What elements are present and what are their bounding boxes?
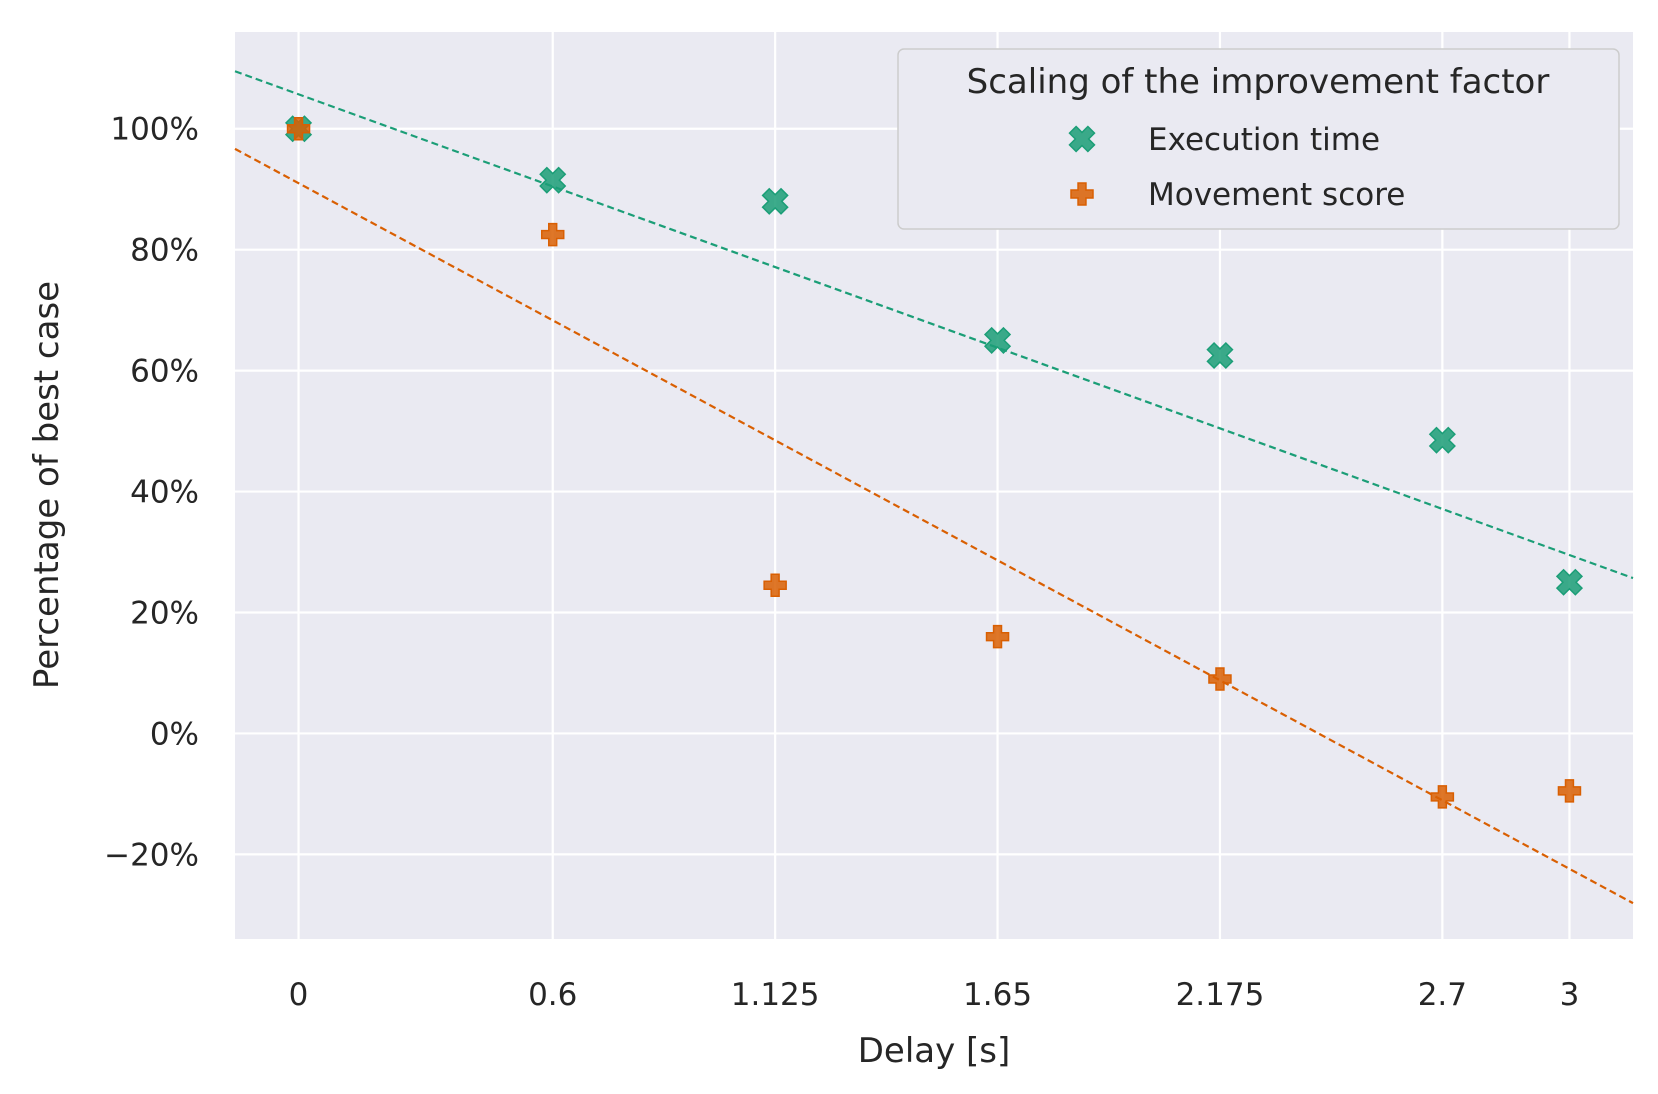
data-point — [1430, 785, 1455, 809]
y-tick-label: 0% — [150, 716, 199, 752]
y-tick-label: 40% — [130, 475, 199, 511]
data-points — [284, 115, 1584, 809]
x-tick-label: 0.6 — [528, 977, 577, 1013]
y-tick-label: 100% — [110, 112, 199, 148]
x-tick-label: 0 — [289, 977, 309, 1013]
x-tick-label: 2.175 — [1176, 977, 1265, 1013]
x-tick-label: 2.7 — [1418, 977, 1467, 1013]
legend: Scaling of the improvement factor Execut… — [897, 48, 1620, 230]
data-point — [761, 187, 789, 215]
trend-lines — [234, 70, 1634, 905]
x-tick-label: 1.125 — [731, 977, 820, 1013]
data-point — [1428, 426, 1456, 454]
data-point — [1557, 779, 1582, 803]
x-tick-label: 3 — [1560, 977, 1580, 1013]
y-tick-labels: −20% 0% 20% 40% 60% 80% 100% — [104, 112, 199, 874]
data-point — [1206, 341, 1234, 370]
data-point — [985, 624, 1010, 649]
x-tick-labels: 0 0.6 1.125 1.65 2.175 2.7 3 — [289, 977, 1580, 1013]
y-tick-label: 60% — [130, 354, 199, 390]
data-point — [1555, 568, 1584, 596]
y-axis-label: Percentage of best case — [27, 281, 67, 689]
legend-entries: Execution time Movement score — [1068, 122, 1405, 213]
x-axis-label: Delay [s] — [858, 1031, 1011, 1071]
y-tick-label: 80% — [130, 233, 199, 269]
legend-marker — [1068, 125, 1096, 153]
trend-line — [234, 147, 1634, 905]
data-point — [539, 166, 567, 194]
data-point — [763, 573, 787, 598]
legend-label: Movement score — [1148, 177, 1405, 213]
data-point — [540, 222, 565, 247]
data-point — [1208, 667, 1232, 691]
legend-label: Execution time — [1148, 122, 1380, 158]
data-point — [286, 116, 311, 141]
legend-title: Scaling of the improvement factor — [967, 62, 1550, 102]
y-tick-label: −20% — [104, 837, 199, 873]
x-tick-label: 1.65 — [963, 977, 1032, 1013]
legend-marker — [1070, 182, 1094, 206]
y-tick-label: 20% — [130, 595, 199, 631]
data-point — [983, 326, 1012, 354]
trend-line — [234, 70, 1634, 580]
